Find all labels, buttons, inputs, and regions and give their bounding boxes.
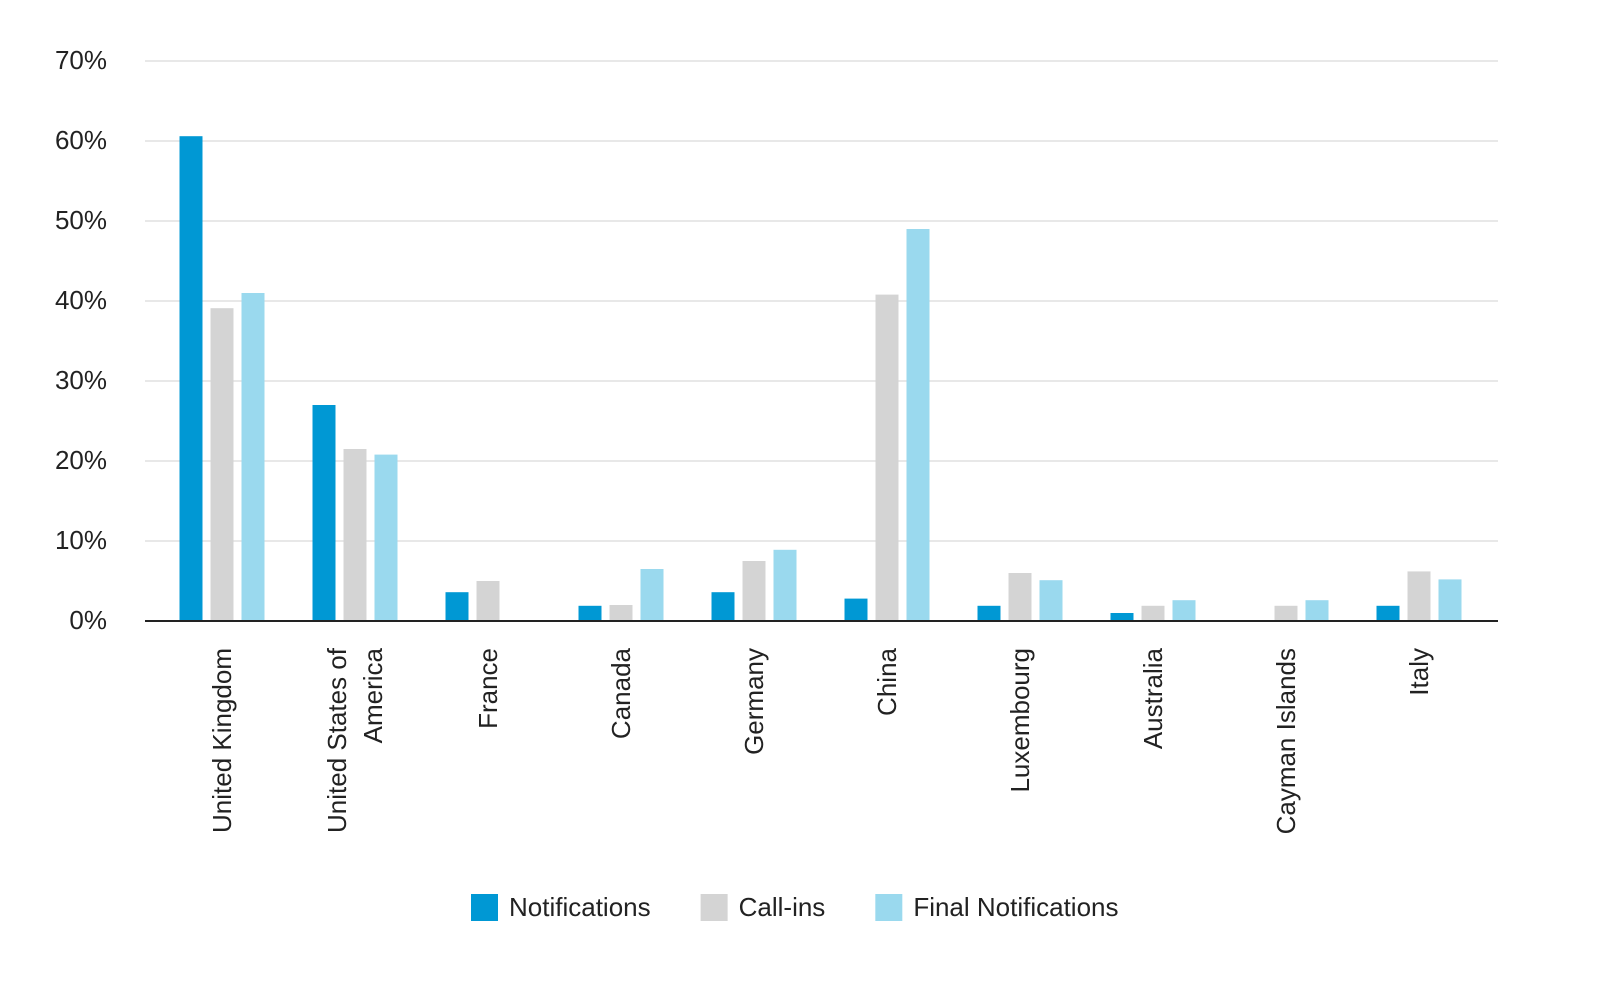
bar bbox=[1438, 579, 1462, 621]
y-tick-label: 50% bbox=[55, 205, 107, 235]
y-tick-label: 70% bbox=[55, 45, 107, 75]
bar bbox=[374, 454, 398, 621]
legend-swatch bbox=[700, 894, 728, 921]
bar bbox=[241, 293, 265, 621]
y-tick-label: 40% bbox=[55, 285, 107, 315]
y-tick-label: 10% bbox=[55, 525, 107, 555]
x-tick-label: Canada bbox=[606, 648, 636, 740]
x-tick-label: Luxembourg bbox=[1005, 648, 1035, 793]
x-tick-label: Australia bbox=[1138, 648, 1168, 750]
bar bbox=[773, 549, 797, 621]
x-tick-label: Cayman Islands bbox=[1271, 648, 1301, 835]
bar bbox=[844, 598, 868, 621]
x-tick-label: France bbox=[473, 648, 503, 729]
bar bbox=[343, 449, 367, 621]
bar bbox=[875, 294, 899, 621]
y-tick-label: 60% bbox=[55, 125, 107, 155]
bar bbox=[1274, 605, 1298, 621]
bar bbox=[1039, 580, 1063, 621]
bar bbox=[977, 605, 1001, 621]
bar bbox=[906, 229, 930, 621]
x-tick-label: Germany bbox=[739, 648, 769, 755]
bar bbox=[609, 605, 633, 621]
y-tick-label: 0% bbox=[69, 605, 107, 635]
bar bbox=[640, 569, 664, 621]
bar bbox=[445, 592, 469, 621]
x-tick-label: Italy bbox=[1404, 648, 1434, 696]
bar bbox=[1407, 571, 1431, 621]
legend-label: Call-ins bbox=[739, 892, 826, 922]
legend-swatch bbox=[471, 894, 498, 921]
x-tick-label: China bbox=[872, 648, 902, 716]
legend-label: Final Notifications bbox=[913, 892, 1118, 922]
legend-label: Notifications bbox=[509, 892, 651, 922]
bar bbox=[1376, 605, 1400, 621]
bar bbox=[711, 592, 735, 621]
legend-swatch bbox=[875, 894, 903, 921]
bar bbox=[476, 581, 500, 621]
bar bbox=[210, 308, 234, 621]
y-tick-label: 30% bbox=[55, 365, 107, 395]
bar bbox=[1141, 605, 1165, 621]
x-tick-label: United States of America bbox=[322, 648, 388, 833]
bar bbox=[742, 561, 766, 621]
bar bbox=[179, 136, 203, 621]
bar bbox=[578, 605, 602, 621]
bar bbox=[1110, 613, 1134, 621]
bar bbox=[1172, 600, 1196, 621]
y-tick-label: 20% bbox=[55, 445, 107, 475]
bar bbox=[1008, 573, 1032, 621]
bar bbox=[312, 405, 336, 621]
bar bbox=[1305, 600, 1329, 621]
x-tick-label: United Kingdom bbox=[207, 648, 237, 833]
